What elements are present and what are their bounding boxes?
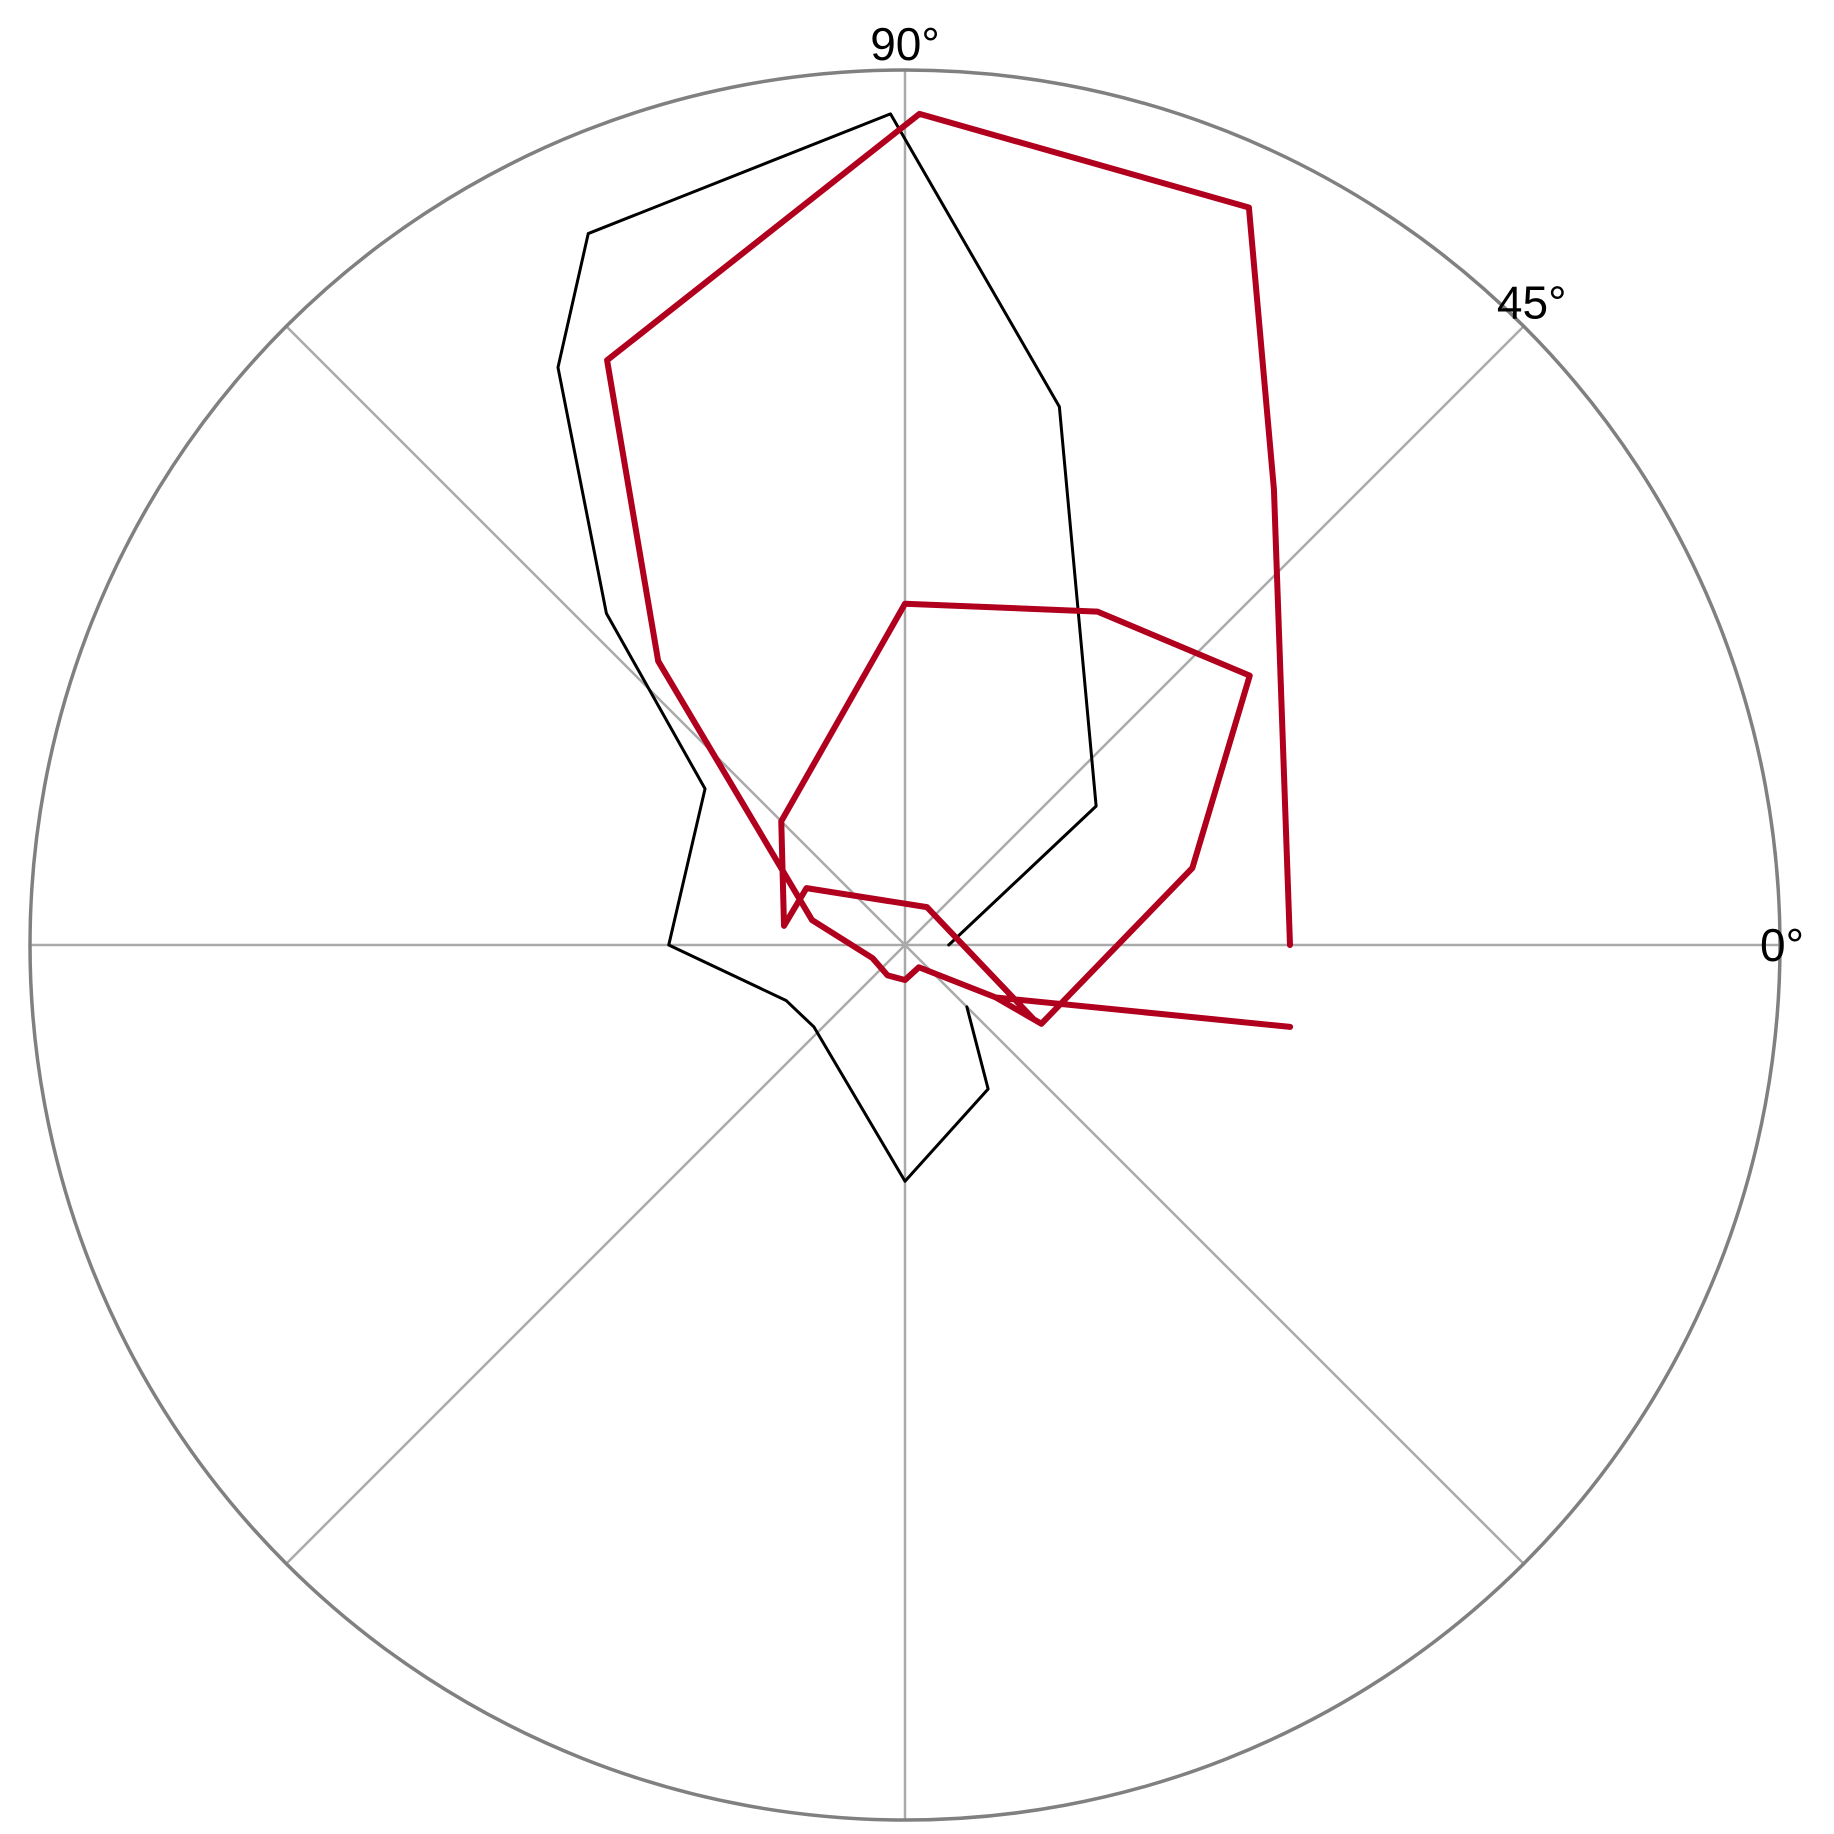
- series-line-1: [556, 112, 1098, 1183]
- angle-label-0: 0°: [1760, 919, 1804, 971]
- series-group: [556, 110, 1294, 1183]
- outer-ring: [28, 68, 1782, 1822]
- spoke-225: [285, 944, 906, 1565]
- angle-label-90: 90°: [870, 18, 940, 70]
- series-line-2: [604, 110, 1294, 1030]
- polar-grid: [28, 68, 1782, 1822]
- angle-label-45: 45°: [1497, 276, 1567, 328]
- angle-labels: 90° 45° 0°: [870, 18, 1804, 971]
- spoke-135: [285, 325, 906, 946]
- spoke-45: [904, 325, 1525, 946]
- spoke-315: [904, 944, 1525, 1565]
